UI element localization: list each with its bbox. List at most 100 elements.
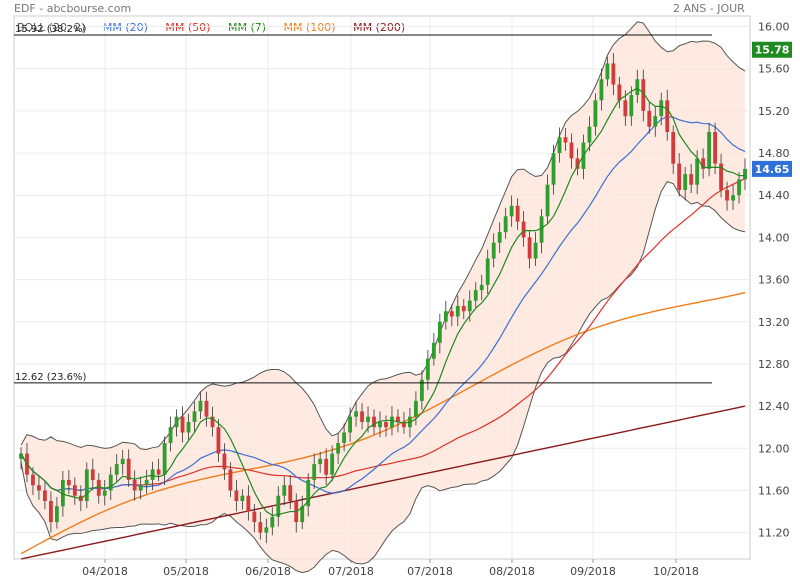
candle-body bbox=[354, 411, 358, 417]
upper-band-tag-bg bbox=[752, 41, 792, 58]
candle-body bbox=[587, 126, 592, 143]
y-tick-label: 14.00 bbox=[758, 231, 790, 244]
candle-body bbox=[198, 400, 203, 412]
candle-body bbox=[390, 416, 394, 428]
candle-body bbox=[43, 490, 47, 502]
mm50-line bbox=[20, 178, 746, 492]
candle-body bbox=[497, 232, 502, 243]
candle-body bbox=[102, 490, 107, 496]
fibonacci-level-label: 15.92 (38.2%) bbox=[15, 24, 86, 35]
candle-body bbox=[402, 421, 406, 428]
candle-body bbox=[90, 469, 95, 480]
candle-body bbox=[551, 153, 556, 185]
mm100-line bbox=[20, 291, 746, 555]
candle-body bbox=[228, 469, 233, 491]
candle-body bbox=[60, 479, 65, 507]
fibonacci-level-label: 12.62 (23.6%) bbox=[15, 372, 86, 383]
candle-body bbox=[719, 163, 723, 190]
candle-body bbox=[695, 158, 700, 185]
candle-body bbox=[443, 311, 448, 322]
candle-body bbox=[264, 527, 269, 533]
candle-body bbox=[653, 116, 658, 127]
candle-body bbox=[150, 469, 155, 480]
candle-body bbox=[114, 464, 119, 475]
last-price-tag-bg bbox=[752, 160, 792, 177]
candle-body bbox=[659, 100, 664, 117]
candle-body bbox=[360, 411, 364, 422]
candle-body bbox=[318, 458, 323, 465]
candle-body bbox=[120, 458, 125, 465]
y-tick-label: 13.20 bbox=[758, 316, 790, 329]
plot-area bbox=[13, 15, 751, 560]
candle-body bbox=[408, 416, 412, 428]
y-tick-label: 14.80 bbox=[758, 147, 790, 160]
last-price-tag-text: 14.65 bbox=[755, 163, 790, 176]
x-tick-label: 10/2018 bbox=[653, 565, 699, 578]
candle-body bbox=[108, 474, 113, 491]
candle-body bbox=[671, 131, 676, 164]
candle-body bbox=[324, 458, 329, 475]
legend-mm50: MM (50) bbox=[165, 21, 211, 34]
candle-body bbox=[575, 158, 580, 169]
candle-body bbox=[276, 495, 281, 517]
candle-body bbox=[336, 443, 341, 454]
candle-body bbox=[485, 258, 490, 285]
candle-body bbox=[246, 495, 251, 512]
candle-body bbox=[683, 174, 688, 190]
x-tick-label: 08/2018 bbox=[489, 565, 535, 578]
x-tick-label: 07/2018 bbox=[328, 565, 374, 578]
x-tick-label: 05/2018 bbox=[163, 565, 209, 578]
candle-body bbox=[144, 479, 149, 486]
candle-body bbox=[330, 453, 335, 475]
candle-body bbox=[210, 416, 215, 428]
chart-title: EDF - abcbourse.com bbox=[14, 2, 132, 15]
chart-period: 2 ANS - JOUR bbox=[673, 2, 745, 15]
candle-body bbox=[192, 411, 197, 422]
candle-body bbox=[180, 416, 185, 433]
upper-band-tag-text: 15.78 bbox=[755, 44, 790, 57]
y-tick-label: 15.60 bbox=[758, 63, 790, 76]
candle-body bbox=[737, 179, 741, 196]
legend-mm20: MM (20) bbox=[102, 21, 148, 34]
candle-body bbox=[234, 490, 239, 502]
candle-body bbox=[629, 95, 634, 117]
candle-body bbox=[186, 421, 191, 433]
candle-body bbox=[725, 189, 729, 201]
candle-body bbox=[342, 432, 347, 444]
candle-body bbox=[132, 479, 137, 491]
x-tick-label: 07/2018 bbox=[407, 565, 453, 578]
candle-body bbox=[449, 311, 454, 317]
candle-body bbox=[605, 63, 610, 80]
candle-body bbox=[467, 300, 472, 312]
candle-body bbox=[270, 516, 275, 528]
candle-body bbox=[72, 485, 77, 496]
y-tick-label: 14.40 bbox=[758, 189, 790, 202]
candle-body bbox=[701, 158, 706, 169]
candle-body bbox=[54, 506, 59, 523]
candle-body bbox=[66, 479, 71, 486]
candle-body bbox=[677, 163, 682, 190]
candle-body bbox=[138, 485, 143, 491]
candle-body bbox=[527, 237, 532, 259]
candle-body bbox=[372, 416, 376, 428]
chart-legend: BOLL (20, 2) MM (20) MM (50) MM (7) MM (… bbox=[17, 21, 419, 34]
candle-body bbox=[515, 205, 520, 222]
candle-body bbox=[168, 427, 173, 444]
candle-body bbox=[623, 100, 628, 117]
candle-body bbox=[713, 131, 718, 164]
candle-body bbox=[348, 416, 353, 433]
candle-body bbox=[599, 79, 604, 101]
candle-body bbox=[665, 100, 670, 132]
x-tick-label: 04/2018 bbox=[82, 565, 128, 578]
candle-body bbox=[282, 485, 287, 496]
candle-body bbox=[126, 458, 131, 480]
candle-body bbox=[593, 100, 598, 127]
candle-body bbox=[689, 174, 694, 185]
candle-body bbox=[288, 485, 293, 502]
x-tick-label: 09/2018 bbox=[570, 565, 616, 578]
candle-body bbox=[19, 453, 23, 459]
legend-boll: BOLL (20, 2) bbox=[17, 21, 86, 34]
y-tick-label: 11.60 bbox=[758, 484, 790, 497]
candle-body bbox=[569, 142, 574, 159]
